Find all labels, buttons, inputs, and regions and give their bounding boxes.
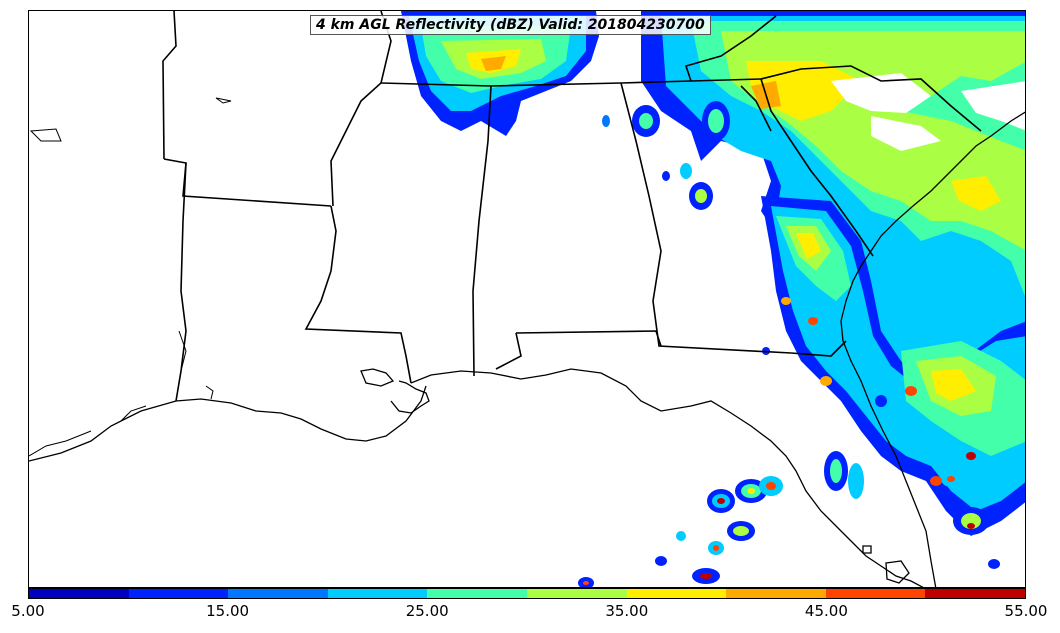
colorbar-tick-label: 5.00: [11, 602, 45, 620]
coastline: [29, 111, 1025, 587]
storm-cell: [401, 11, 599, 136]
river-details: [29, 97, 232, 457]
map-title: 4 km AGL Reflectivity (dBZ) Valid: 20180…: [310, 15, 711, 35]
colorbar-tick-label: 45.00: [804, 602, 848, 620]
colorbar-segment: [228, 589, 328, 598]
colorbar: [28, 588, 1026, 599]
colorbar-segment: [626, 589, 727, 598]
colorbar-ticks: 5.00 15.00 25.00 35.00 45.00 55.00: [0, 600, 1060, 624]
map-canvas: [29, 11, 1025, 587]
colorbar-tick-label: 55.00: [1004, 602, 1048, 620]
state-borders: [162, 11, 982, 402]
colorbar-tick-label: 25.00: [405, 602, 449, 620]
colorbar-segment: [327, 589, 428, 598]
colorbar-segment: [925, 589, 1025, 598]
colorbar-segment: [427, 589, 527, 598]
map-frame: [28, 10, 1026, 588]
colorbar-segment: [29, 589, 129, 598]
reflectivity-field: [401, 11, 1025, 587]
colorbar-segment: [726, 589, 826, 598]
colorbar-tick-label: 35.00: [605, 602, 649, 620]
colorbar-segment: [526, 589, 627, 598]
colorbar-segment: [825, 589, 926, 598]
colorbar-tick-label: 15.00: [206, 602, 250, 620]
scattered-cells: [578, 101, 1000, 587]
colorbar-segment: [128, 589, 229, 598]
storm-cell: [641, 11, 1025, 471]
storm-cell: [761, 196, 1025, 536]
